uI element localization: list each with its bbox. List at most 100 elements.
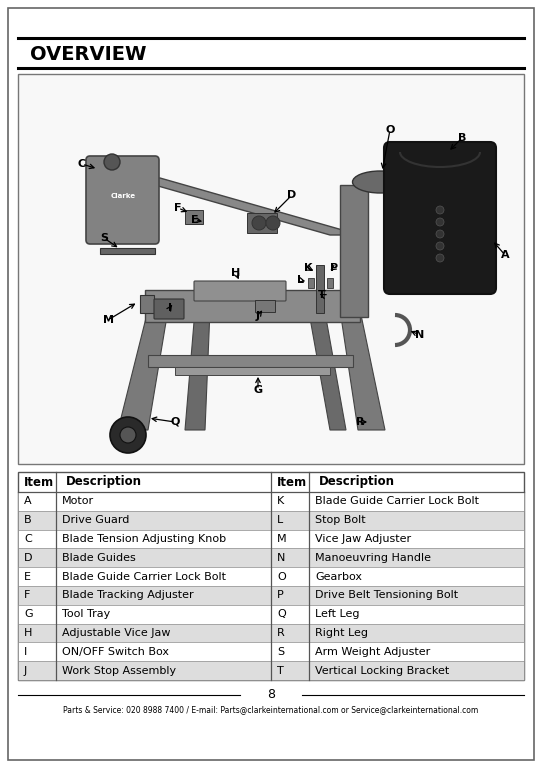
Text: O: O bbox=[385, 125, 395, 135]
Text: Vertical Locking Bracket: Vertical Locking Bracket bbox=[315, 666, 449, 676]
Text: D: D bbox=[24, 553, 33, 563]
Text: L: L bbox=[277, 515, 283, 525]
Text: I: I bbox=[168, 303, 172, 313]
FancyBboxPatch shape bbox=[86, 156, 159, 244]
Circle shape bbox=[436, 230, 444, 238]
FancyBboxPatch shape bbox=[145, 290, 360, 322]
Text: I: I bbox=[24, 647, 27, 657]
Bar bbox=[271, 605, 524, 624]
Text: Description: Description bbox=[319, 475, 395, 488]
Polygon shape bbox=[340, 310, 385, 430]
Text: Blade Guide Carrier Lock Bolt: Blade Guide Carrier Lock Bolt bbox=[315, 496, 479, 506]
Circle shape bbox=[104, 154, 120, 170]
Text: K: K bbox=[304, 263, 312, 273]
Text: OVERVIEW: OVERVIEW bbox=[30, 45, 146, 65]
Polygon shape bbox=[185, 310, 210, 430]
FancyBboxPatch shape bbox=[154, 299, 184, 319]
Text: G: G bbox=[24, 609, 33, 619]
Bar bbox=[18, 605, 271, 624]
Text: Item: Item bbox=[277, 475, 307, 488]
Circle shape bbox=[266, 216, 280, 230]
Bar bbox=[18, 642, 271, 661]
Text: K: K bbox=[277, 496, 284, 506]
Bar bbox=[340, 185, 368, 317]
Bar bbox=[140, 295, 154, 313]
Text: Parts & Service: 020 8988 7400 / E-mail: Parts@clarkeinternational.com or Servic: Parts & Service: 020 8988 7400 / E-mail:… bbox=[63, 706, 479, 714]
Text: Blade Guide Carrier Lock Bolt: Blade Guide Carrier Lock Bolt bbox=[62, 571, 226, 581]
Bar bbox=[271, 586, 524, 605]
Text: Stop Bolt: Stop Bolt bbox=[315, 515, 366, 525]
Bar bbox=[271, 548, 524, 568]
Text: F: F bbox=[24, 591, 30, 601]
Circle shape bbox=[252, 216, 266, 230]
Text: Drive Guard: Drive Guard bbox=[62, 515, 130, 525]
Text: Work Stop Assembly: Work Stop Assembly bbox=[62, 666, 176, 676]
Circle shape bbox=[120, 427, 136, 443]
FancyBboxPatch shape bbox=[194, 281, 286, 301]
Text: Arm Weight Adjuster: Arm Weight Adjuster bbox=[315, 647, 430, 657]
Text: E: E bbox=[24, 571, 31, 581]
Ellipse shape bbox=[352, 171, 408, 193]
Circle shape bbox=[436, 218, 444, 226]
Bar bbox=[247, 213, 277, 233]
Text: Left Leg: Left Leg bbox=[315, 609, 359, 619]
Text: Vice Jaw Adjuster: Vice Jaw Adjuster bbox=[315, 534, 411, 544]
Text: N: N bbox=[415, 330, 424, 340]
Bar bbox=[316, 265, 324, 313]
Polygon shape bbox=[310, 318, 346, 430]
Bar bbox=[271, 624, 524, 642]
Text: G: G bbox=[254, 385, 262, 395]
Text: J: J bbox=[24, 666, 27, 676]
Text: ON/OFF Switch Box: ON/OFF Switch Box bbox=[62, 647, 169, 657]
Text: R: R bbox=[277, 628, 285, 638]
Text: D: D bbox=[287, 190, 296, 200]
FancyBboxPatch shape bbox=[384, 142, 496, 294]
Text: 8: 8 bbox=[267, 688, 275, 701]
Bar bbox=[271, 642, 524, 661]
Bar bbox=[18, 472, 524, 680]
Text: R: R bbox=[356, 417, 364, 427]
Bar bbox=[271, 492, 524, 511]
Text: S: S bbox=[100, 233, 108, 243]
Text: B: B bbox=[458, 133, 466, 143]
Text: E: E bbox=[191, 215, 199, 225]
Text: Q: Q bbox=[170, 417, 180, 427]
Bar bbox=[100, 248, 155, 254]
Bar bbox=[271, 530, 524, 548]
Text: H: H bbox=[231, 268, 241, 278]
Circle shape bbox=[436, 242, 444, 250]
Text: J: J bbox=[256, 311, 260, 321]
Text: O: O bbox=[277, 571, 286, 581]
Bar bbox=[18, 548, 271, 568]
Text: Motor: Motor bbox=[62, 496, 94, 506]
Bar bbox=[148, 355, 353, 367]
Text: C: C bbox=[78, 159, 86, 169]
Bar bbox=[271, 661, 524, 680]
Text: Clarke: Clarke bbox=[111, 193, 136, 199]
Text: Description: Description bbox=[66, 475, 142, 488]
Bar bbox=[18, 492, 271, 511]
Bar bbox=[255, 300, 275, 312]
Bar bbox=[185, 210, 203, 224]
Bar bbox=[327, 278, 333, 288]
Text: Blade Tracking Adjuster: Blade Tracking Adjuster bbox=[62, 591, 193, 601]
Circle shape bbox=[436, 254, 444, 262]
Bar bbox=[175, 367, 330, 375]
Text: P: P bbox=[277, 591, 284, 601]
Circle shape bbox=[110, 417, 146, 453]
Bar bbox=[18, 661, 271, 680]
Bar bbox=[18, 624, 271, 642]
Bar bbox=[271, 511, 524, 530]
Text: T: T bbox=[277, 666, 284, 676]
Text: L: L bbox=[296, 275, 304, 285]
Text: Tool Tray: Tool Tray bbox=[62, 609, 110, 619]
Circle shape bbox=[436, 206, 444, 214]
Text: Drive Belt Tensioning Bolt: Drive Belt Tensioning Bolt bbox=[315, 591, 458, 601]
Text: P: P bbox=[330, 263, 338, 273]
Text: T: T bbox=[318, 290, 326, 300]
Text: Blade Tension Adjusting Knob: Blade Tension Adjusting Knob bbox=[62, 534, 226, 544]
Text: Q: Q bbox=[277, 609, 286, 619]
Text: A: A bbox=[501, 250, 509, 260]
Text: Adjustable Vice Jaw: Adjustable Vice Jaw bbox=[62, 628, 171, 638]
Text: N: N bbox=[277, 553, 286, 563]
